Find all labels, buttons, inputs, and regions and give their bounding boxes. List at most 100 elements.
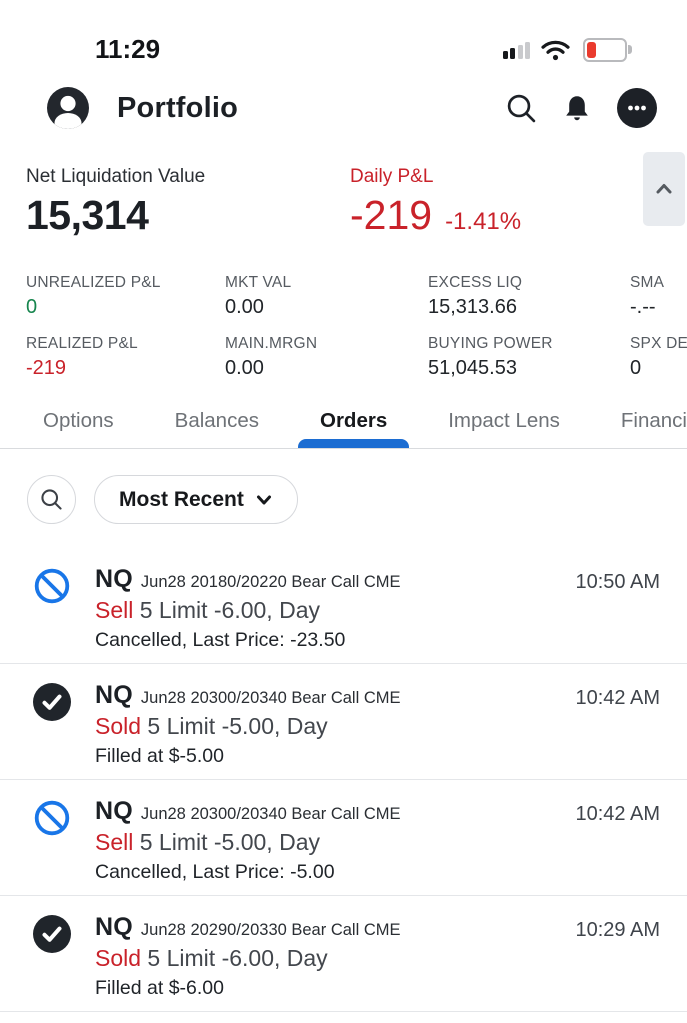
order-body: NQ Jun28 20300/20340 Bear Call CME Sell …: [95, 797, 563, 884]
stat-label: MAIN.MRGN: [225, 335, 318, 352]
search-icon: [506, 93, 537, 124]
order-description: Jun28 20180/20220 Bear Call CME: [140, 573, 401, 591]
stat-cell: BUYING POWER 51,045.53: [428, 335, 630, 380]
order-row[interactable]: NQ Jun28 20180/20220 Bear Call CME Sell …: [0, 548, 687, 664]
header-actions: [506, 88, 657, 128]
sort-dropdown-label: Most Recent: [119, 487, 244, 511]
order-symbol: NQ: [95, 565, 133, 593]
orders-filter-row: Most Recent: [0, 449, 687, 524]
account-stats-grid: UNREALIZED P&L 0 MKT VAL 0.00 EXCESS LIQ…: [0, 240, 687, 396]
net-liquidation-label: Net Liquidation Value: [26, 166, 206, 187]
more-options-button[interactable]: [617, 88, 657, 128]
order-body: NQ Jun28 20180/20220 Bear Call CME Sell …: [95, 565, 563, 652]
collapse-summary-button[interactable]: [643, 152, 685, 226]
net-liquidation-block: Net Liquidation Value 15,314: [26, 164, 350, 240]
order-description: Jun28 20300/20340 Bear Call CME: [140, 689, 401, 707]
order-row[interactable]: NQ Jun28 20300/20340 Bear Call CME Sell …: [0, 780, 687, 896]
order-action: Sell: [95, 829, 134, 855]
stat-value: 0: [630, 357, 642, 379]
order-time: 10:42 AM: [575, 803, 660, 825]
check-icon: [33, 915, 71, 953]
order-status: Cancelled, Last Price: -23.50: [95, 629, 346, 651]
stat-label: MKT VAL: [225, 274, 292, 291]
net-liquidation-value: 15,314: [26, 192, 149, 238]
order-status: Filled at $-6.00: [95, 977, 224, 999]
status-bar: 11:29: [0, 0, 687, 64]
order-details: 5 Limit -6.00, Day: [141, 945, 328, 971]
stat-label: SPX DE: [630, 335, 687, 352]
order-details: 5 Limit -6.00, Day: [133, 597, 320, 623]
stat-value: -219: [26, 357, 67, 379]
tab-impact-lens[interactable]: Impact Lens: [442, 408, 566, 448]
search-button[interactable]: [506, 93, 537, 124]
order-status: Filled at $-5.00: [95, 745, 224, 767]
bell-icon: [562, 93, 592, 124]
cancelled-icon: [33, 799, 71, 837]
stat-cell: MAIN.MRGN 0.00: [225, 335, 428, 380]
check-icon: [33, 683, 71, 721]
order-action: Sell: [95, 597, 134, 623]
stat-label: UNREALIZED P&L: [26, 274, 161, 291]
avatar[interactable]: [47, 87, 89, 129]
stat-value: -.--: [630, 296, 656, 318]
order-status: Cancelled, Last Price: -5.00: [95, 861, 335, 883]
stat-cell: SPX DE 0: [630, 335, 687, 380]
order-body: NQ Jun28 20300/20340 Bear Call CME Sold …: [95, 681, 563, 768]
clock: 11:29: [95, 34, 161, 64]
account-summary: Net Liquidation Value 15,314 Daily P&L -…: [0, 144, 687, 240]
order-details-line: Sell 5 Limit -5.00, Day: [95, 829, 563, 856]
battery-icon: [583, 38, 632, 62]
order-details: 5 Limit -5.00, Day: [133, 829, 320, 855]
order-details: 5 Limit -5.00, Day: [141, 713, 328, 739]
order-action: Sold: [95, 713, 142, 739]
stat-value: 0: [26, 296, 38, 318]
stat-value: 51,045.53: [428, 357, 517, 379]
stat-label: SMA: [630, 274, 665, 291]
stat-label: EXCESS LIQ: [428, 274, 523, 291]
tab-options[interactable]: Options: [37, 408, 120, 448]
tab-balances[interactable]: Balances: [169, 408, 265, 448]
daily-pnl-block: Daily P&L -219 -1.41%: [350, 164, 521, 240]
stat-cell: EXCESS LIQ 15,313.66: [428, 274, 630, 319]
order-details-line: Sold 5 Limit -5.00, Day: [95, 713, 563, 740]
order-time: 10:50 AM: [575, 571, 660, 593]
stat-value: 0.00: [225, 296, 264, 318]
search-icon: [39, 487, 64, 512]
wifi-icon: [540, 39, 571, 62]
chevron-down-icon: [255, 491, 273, 509]
chevron-up-icon: [652, 177, 676, 201]
orders-search-button[interactable]: [27, 475, 76, 524]
stat-cell: SMA -.--: [630, 274, 687, 319]
order-time: 10:42 AM: [575, 687, 660, 709]
sort-dropdown[interactable]: Most Recent: [94, 475, 298, 524]
order-description: Jun28 20290/20330 Bear Call CME: [140, 921, 401, 939]
daily-pnl-percent: -1.41%: [445, 208, 522, 235]
tab-financia[interactable]: Financia: [615, 408, 687, 448]
order-row[interactable]: NQ Jun28 20300/20340 Bear Call CME Sold …: [0, 664, 687, 780]
stat-cell: REALIZED P&L -219: [26, 335, 225, 380]
stat-value: 15,313.66: [428, 296, 517, 318]
page-title: Portfolio: [117, 91, 239, 124]
ellipsis-icon: [617, 88, 657, 128]
order-body: NQ Jun28 20290/20330 Bear Call CME Sold …: [95, 913, 563, 1000]
daily-pnl-label: Daily P&L: [350, 166, 434, 187]
order-time: 10:29 AM: [575, 919, 660, 941]
order-description: Jun28 20300/20340 Bear Call CME: [140, 805, 401, 823]
order-details-line: Sell 5 Limit -6.00, Day: [95, 597, 563, 624]
status-icons: [502, 38, 632, 64]
daily-pnl-value: -219: [350, 192, 433, 238]
order-action: Sold: [95, 945, 142, 971]
stat-label: BUYING POWER: [428, 335, 553, 352]
cancelled-icon: [33, 567, 71, 605]
stat-label: REALIZED P&L: [26, 335, 138, 352]
orders-list: NQ Jun28 20180/20220 Bear Call CME Sell …: [0, 548, 687, 1012]
order-row[interactable]: NQ Jun28 20290/20330 Bear Call CME Sold …: [0, 896, 687, 1012]
order-symbol: NQ: [95, 681, 133, 709]
tab-orders[interactable]: Orders: [297, 408, 410, 448]
order-symbol: NQ: [95, 913, 133, 941]
order-details-line: Sold 5 Limit -6.00, Day: [95, 945, 563, 972]
order-symbol: NQ: [95, 797, 133, 825]
stat-value: 0.00: [225, 357, 264, 379]
stat-cell: UNREALIZED P&L 0: [26, 274, 225, 319]
notifications-button[interactable]: [562, 93, 592, 124]
